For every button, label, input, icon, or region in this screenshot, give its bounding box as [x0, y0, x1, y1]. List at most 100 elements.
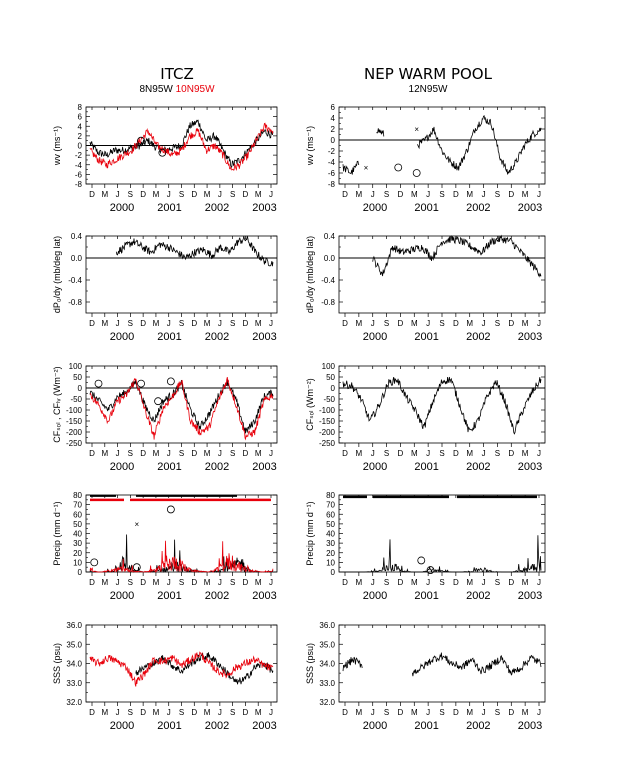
x-month-label: M	[255, 578, 262, 587]
x-month-label: S	[230, 319, 235, 328]
x-month-label: J	[537, 578, 541, 587]
x-month-label: S	[128, 708, 133, 717]
circle-marker	[137, 379, 145, 388]
x-month-label: M	[204, 708, 211, 717]
x-month-label: J	[482, 319, 486, 328]
x-month-label: J	[269, 708, 273, 717]
y-tick-label: -150	[66, 417, 83, 426]
y-tick-label: 50	[73, 373, 82, 382]
x-month-label: J	[218, 190, 222, 199]
x-year-label: 2001	[157, 202, 181, 214]
x-year-label: 2000	[363, 461, 387, 473]
x-month-label: D	[398, 708, 404, 717]
y-tick-label: 32.0	[66, 698, 82, 707]
x-month-label: D	[453, 319, 459, 328]
x-month-label: J	[269, 578, 273, 587]
x-month-label: M	[522, 319, 529, 328]
x-month-label: D	[342, 190, 348, 199]
x-month-label: M	[466, 190, 473, 199]
x-month-label: D	[243, 578, 249, 587]
x-year-label: 2003	[252, 590, 276, 602]
x-month-label: J	[537, 708, 541, 717]
y-tick-label: 60	[73, 510, 82, 519]
circle-marker	[426, 566, 435, 574]
x-year-label: 2001	[157, 720, 181, 732]
x-year-label: 2003	[518, 331, 542, 343]
x-month-label: S	[384, 578, 389, 587]
x-month-label: D	[89, 578, 95, 587]
x-year-label: 2000	[363, 720, 387, 732]
y-tick-label: 70	[73, 501, 82, 510]
x-month-label: M	[356, 578, 363, 587]
x-month-label: S	[384, 449, 389, 458]
y-tick-label: 0.0	[71, 254, 83, 263]
x-month-label: M	[466, 449, 473, 458]
series-label-10n95w: 10N95W	[173, 84, 215, 95]
x-month-label: J	[116, 578, 120, 587]
x-month-label: M	[101, 319, 108, 328]
series-line-12n95w	[342, 115, 542, 175]
x-year-label: 2002	[466, 720, 490, 732]
y-axis-label: SSS (psu)	[52, 643, 62, 684]
x-month-label: J	[426, 708, 430, 717]
y-axis-label: Precip (mm d⁻¹)	[52, 501, 62, 565]
x-month-label: M	[356, 319, 363, 328]
x-month-label: J	[167, 319, 171, 328]
series-line-10n95w	[89, 540, 274, 574]
y-tick-label: -8	[75, 180, 83, 189]
x-month-label: J	[167, 578, 171, 587]
x-month-label: J	[167, 449, 171, 458]
x-month-label: S	[179, 319, 184, 328]
x-month-label: D	[508, 449, 514, 458]
series-line-12n95w	[342, 652, 542, 677]
y-axis-label: SSS (psu)	[305, 643, 315, 684]
y-axis-label: dP₀/dy (mb/deg lat)	[305, 236, 315, 313]
x-month-label: J	[426, 190, 430, 199]
y-tick-label: 0.4	[324, 232, 336, 241]
circle-marker	[94, 379, 103, 388]
x-month-label: S	[439, 708, 444, 717]
y-tick-label: -50	[70, 395, 82, 404]
plot-frame	[85, 494, 278, 573]
x-month-label: J	[218, 449, 222, 458]
x-year-label: 2003	[518, 720, 542, 732]
y-tick-label: 60	[326, 510, 335, 519]
x-month-label: J	[167, 708, 171, 717]
x-month-label: D	[243, 449, 249, 458]
x-month-label: S	[128, 578, 133, 587]
x-month-label: D	[508, 190, 514, 199]
x-year-label: 2001	[414, 720, 438, 732]
x-month-label: J	[371, 708, 375, 717]
y-tick-label: 0.0	[324, 254, 336, 263]
x-month-label: M	[411, 708, 418, 717]
y-tick-label: -4	[328, 158, 336, 167]
column-title-itcz: ITCZ	[160, 65, 193, 83]
x-year-label: 2003	[518, 590, 542, 602]
x-month-label: D	[140, 578, 146, 587]
y-tick-label: 100	[69, 362, 83, 371]
y-tick-label: -0.8	[68, 298, 82, 307]
series-line-12n95w	[342, 376, 542, 435]
circle-marker	[417, 556, 426, 565]
x-month-label: J	[482, 190, 486, 199]
x-month-label: M	[204, 319, 211, 328]
x-month-label: M	[522, 449, 529, 458]
x-year-label: 2000	[363, 331, 387, 343]
x-month-label: J	[426, 319, 430, 328]
y-tick-label: -6	[75, 170, 83, 179]
x-month-label: D	[140, 319, 146, 328]
x-month-label: M	[411, 319, 418, 328]
x-month-label: M	[411, 449, 418, 458]
y-tick-label: 20	[326, 549, 335, 558]
y-tick-label: 80	[326, 491, 335, 500]
x-month-label: S	[128, 449, 133, 458]
x-month-label: J	[116, 449, 120, 458]
y-tick-label: -0.8	[321, 298, 335, 307]
x-month-label: S	[384, 708, 389, 717]
y-tick-label: -250	[319, 439, 336, 448]
x-month-label: D	[140, 449, 146, 458]
circle-marker	[166, 505, 175, 514]
